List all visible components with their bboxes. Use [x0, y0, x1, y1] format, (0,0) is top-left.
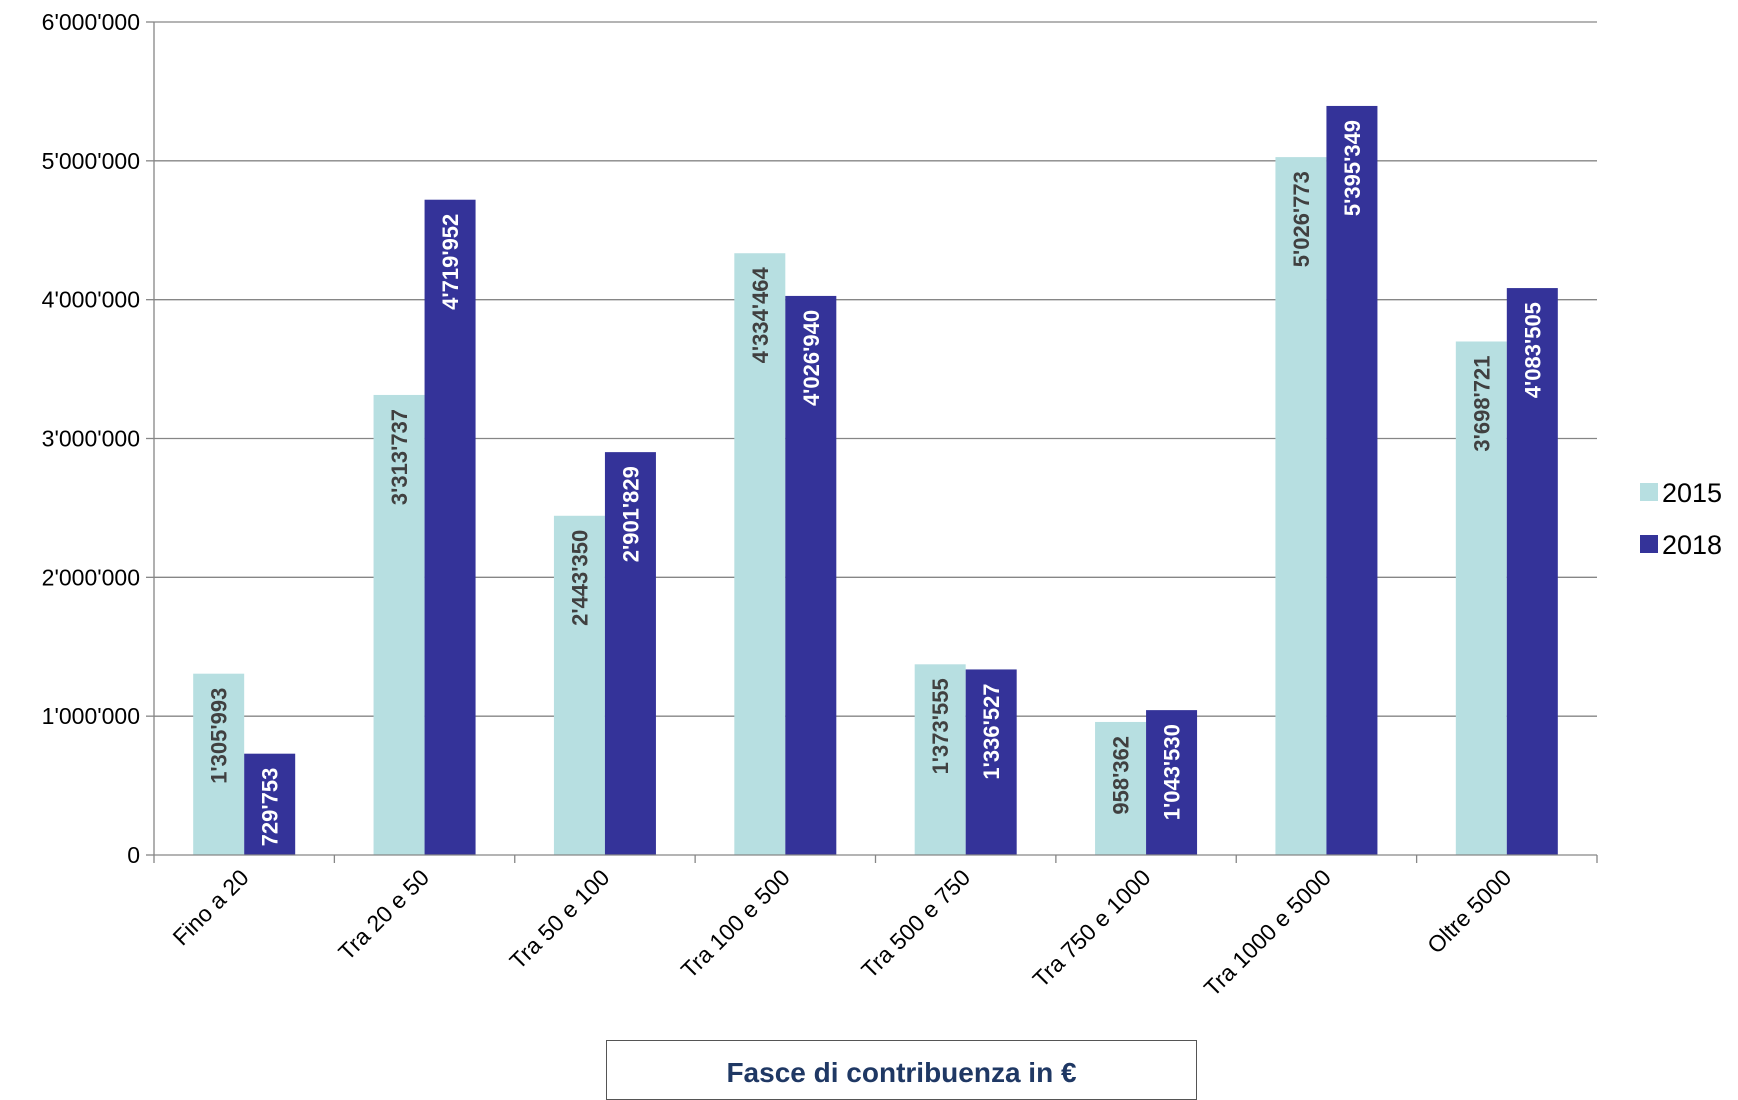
bar-2015-0: [193, 673, 245, 855]
x-axis-title-box: Fasce di contribuenza in €: [606, 1040, 1197, 1100]
legend-swatch-2015: [1640, 483, 1658, 501]
bar-2018-4: [965, 669, 1017, 855]
data-label-2018-4: 1'336'527: [979, 683, 1004, 779]
data-label-2018-5: 1'043'530: [1160, 724, 1185, 820]
data-label-2015-7: 3'698'721: [1469, 355, 1494, 451]
data-label-2015-1: 3'313'737: [387, 409, 412, 505]
bar-2018-2: [604, 452, 656, 855]
data-label-2018-0: 729'753: [258, 768, 283, 847]
legend-label-2015: 2015: [1662, 478, 1722, 508]
y-tick-label: 2'000'000: [42, 564, 140, 590]
bar-2018-6: [1326, 105, 1378, 855]
y-tick-label: 1'000'000: [42, 703, 140, 729]
y-tick-label: 6'000'000: [42, 9, 140, 35]
legend-swatch-2018: [1640, 535, 1658, 553]
data-label-2018-7: 4'083'505: [1520, 302, 1545, 398]
bar-2018-1: [424, 199, 476, 856]
data-labels: 1'305'993 729'753 3'313'737 4'719'952 2'443'…: [207, 120, 1546, 846]
bar-2015-6: [1275, 157, 1327, 856]
x-tick-label: Oltre 5000: [1422, 864, 1516, 958]
data-label-2015-6: 5'026'773: [1289, 171, 1314, 267]
bar-2018-3: [785, 295, 837, 855]
bar-2015-7: [1455, 341, 1507, 855]
y-tick-label: 4'000'000: [42, 287, 140, 313]
data-label-2015-3: 4'334'464: [748, 266, 773, 363]
bar-2018-0: [244, 753, 296, 855]
legend: 2015 2018: [1640, 478, 1722, 560]
x-tick-label: Fino a 20: [168, 864, 254, 950]
bar-2018-5: [1146, 710, 1198, 855]
data-label-2018-2: 2'901'829: [618, 466, 643, 562]
data-label-2018-3: 4'026'940: [799, 310, 824, 406]
bars: [193, 105, 1558, 856]
y-tick-label: 3'000'000: [42, 426, 140, 452]
legend-label-2018: 2018: [1662, 530, 1722, 560]
data-label-2015-4: 1'373'555: [928, 678, 953, 774]
x-tick-label: Tra 50 e 100: [504, 864, 614, 974]
data-label-2018-1: 4'719'952: [438, 214, 463, 310]
x-tick-label: Tra 500 e 750: [856, 864, 975, 983]
x-tick-label: Tra 1000 e 5000: [1199, 864, 1336, 1001]
bar-2015-1: [373, 394, 425, 855]
bar-2018-7: [1506, 288, 1558, 856]
bar-2015-3: [734, 253, 786, 855]
data-label-2015-0: 1'305'993: [207, 688, 232, 784]
y-tick-label: 0: [127, 842, 140, 868]
gridlines: [154, 21, 1597, 717]
data-label-2018-6: 5'395'349: [1340, 120, 1365, 216]
x-tick-label: Tra 750 e 1000: [1028, 864, 1156, 992]
bar-2015-2: [553, 515, 605, 855]
x-tick-label: Tra 100 e 500: [676, 864, 795, 983]
data-label-2015-2: 2'443'350: [567, 530, 592, 626]
bar-2015-5: [1095, 721, 1147, 855]
x-tick-label: Tra 20 e 50: [333, 864, 434, 965]
data-label-2015-5: 958'362: [1109, 736, 1134, 815]
x-axis-title: Fasce di contribuenza in €: [726, 1057, 1077, 1088]
y-tick-label: 5'000'000: [42, 148, 140, 174]
bar-2015-4: [914, 664, 966, 855]
